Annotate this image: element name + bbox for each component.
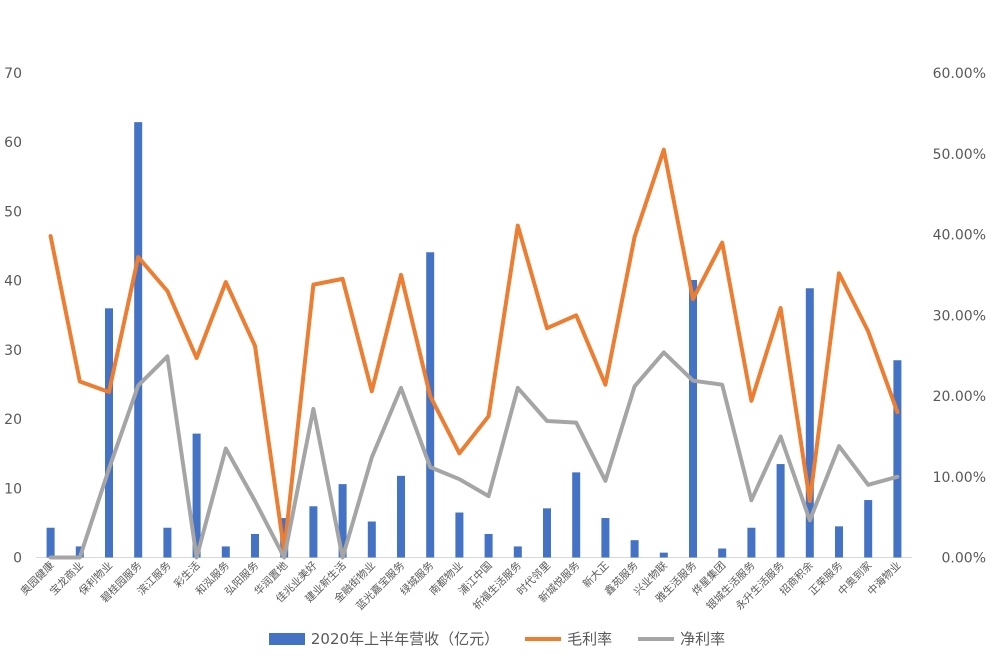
legend-label-revenue: 2020年上半年营收（亿元） (310, 630, 500, 648)
revenue-bar (718, 548, 727, 558)
revenue-bar (309, 506, 318, 558)
revenue-bar (192, 433, 201, 558)
revenue-bar (105, 308, 113, 558)
revenue-bar (455, 512, 464, 558)
bar-series (46, 122, 902, 558)
gross-margin-line (48, 147, 900, 553)
right-tick-label: 30.00% (933, 308, 986, 324)
revenue-bar (426, 252, 435, 558)
right-tick-label: 10.00% (933, 470, 986, 486)
revenue-bar (513, 546, 522, 558)
revenue-bar (776, 464, 785, 558)
revenue-bar (134, 122, 143, 558)
revenue-bar (572, 472, 581, 558)
revenue-bar (543, 508, 551, 558)
revenue-bar (689, 279, 697, 558)
revenue-bar (835, 526, 843, 558)
left-tick-label: 50 (4, 204, 22, 220)
revenue-bar (864, 500, 873, 558)
legend-label-net-margin: 净利率 (680, 630, 726, 648)
revenue-bar (221, 546, 230, 558)
left-tick-label: 40 (4, 274, 22, 290)
left-tick-label: 30 (4, 343, 22, 359)
left-tick-label: 70 (4, 66, 22, 82)
revenue-bar (659, 552, 668, 558)
line-series (48, 147, 900, 560)
revenue-bar (251, 533, 259, 558)
legend-label-gross-margin: 毛利率 (567, 630, 613, 648)
left-tick-label: 0 (13, 551, 22, 567)
legend-swatch-net-margin (638, 636, 675, 641)
legend-swatch-gross-margin (525, 636, 562, 641)
revenue-bar (893, 360, 902, 558)
left-tick-label: 60 (4, 135, 22, 151)
net-margin-line (48, 350, 900, 560)
legend-item-net-margin: 净利率 (638, 628, 725, 649)
legend: 2020年上半年营收（亿元） 毛利率 净利率 (0, 628, 994, 649)
revenue-bar (367, 521, 376, 558)
revenue-bar (46, 527, 55, 558)
right-tick-label: 60.00% (933, 66, 986, 82)
right-axis: 0.00% 10.00% 20.00% 30.00% 40.00% 50.00% 60.00… (933, 66, 986, 567)
legend-item-gross-margin: 毛利率 (525, 628, 612, 649)
revenue-bar (630, 540, 639, 558)
left-axis: 0 10 20 30 40 50 60 70 (4, 66, 22, 567)
legend-swatch-revenue (268, 632, 305, 645)
revenue-bar (747, 527, 756, 558)
revenue-bar (805, 288, 814, 558)
revenue-bar (163, 527, 172, 558)
revenue-bar (601, 518, 610, 558)
left-tick-label: 10 (4, 481, 22, 497)
left-tick-label: 20 (4, 412, 22, 428)
x-axis-labels: 奥园健康宝龙商业保利物业碧桂园服务滨江服务彩生活和泓服务弘阳服务华润置地佳兆业美… (18, 559, 904, 613)
revenue-bar (338, 484, 347, 558)
revenue-bar (397, 475, 405, 558)
revenue-bar (484, 533, 493, 558)
right-tick-label: 40.00% (933, 228, 986, 244)
right-tick-label: 0.00% (942, 551, 986, 567)
legend-item-revenue: 2020年上半年营收（亿元） (268, 628, 500, 649)
right-tick-label: 20.00% (933, 389, 986, 405)
right-tick-label: 50.00% (933, 147, 986, 163)
